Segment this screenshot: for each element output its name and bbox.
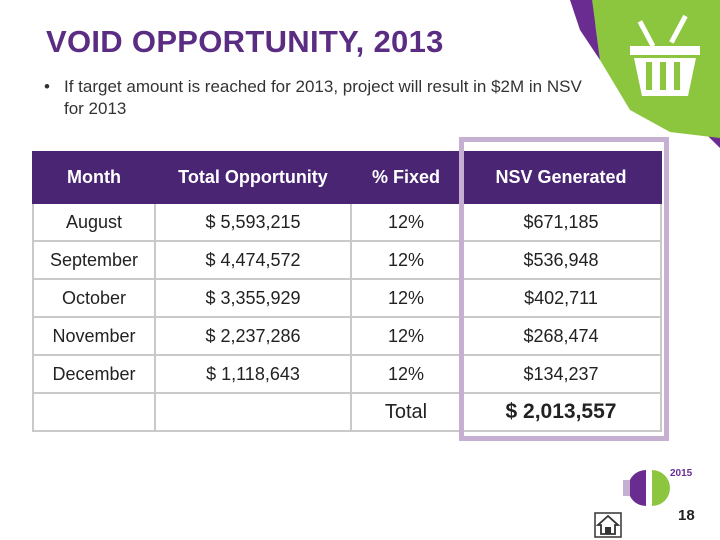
cell-total-opportunity: $ 4,474,572 (154, 240, 352, 280)
cell-total-opportunity: $ 5,593,215 (154, 202, 352, 242)
header-month: Month (32, 151, 156, 204)
cell-percent-fixed: 12% (350, 278, 462, 318)
bullet-text: If target amount is reached for 2013, pr… (64, 77, 582, 118)
home-icon[interactable] (594, 512, 622, 538)
table-total-row: Total $ 2,013,557 (32, 392, 662, 432)
total-label: Total (350, 392, 462, 432)
header-percent-fixed: % Fixed (350, 151, 462, 204)
header-nsv-generated: NSV Generated (460, 151, 662, 204)
cell-month: December (32, 354, 156, 394)
cell-total-opportunity: $ 2,237,286 (154, 316, 352, 356)
cell-total-opportunity: $ 3,355,929 (154, 278, 352, 318)
cell-nsv-generated: $536,948 (460, 240, 662, 280)
event-2015-logo: 2015 (623, 468, 693, 506)
table-row: November $ 2,237,286 12% $268,474 (32, 316, 662, 356)
cell-percent-fixed: 12% (350, 354, 462, 394)
cell-month: October (32, 278, 156, 318)
bullet-dot: • (44, 77, 50, 96)
page-number: 18 (678, 507, 695, 524)
cell-empty (154, 392, 352, 432)
cell-percent-fixed: 12% (350, 202, 462, 242)
table-row: December $ 1,118,643 12% $134,237 (32, 354, 662, 394)
logo-year: 2015 (670, 468, 693, 479)
cell-nsv-generated: $268,474 (460, 316, 662, 356)
cell-month: November (32, 316, 156, 356)
header-total-opportunity: Total Opportunity (154, 151, 352, 204)
slide-title: VOID OPPORTUNITY, 2013 (46, 24, 444, 59)
cell-total-opportunity: $ 1,118,643 (154, 354, 352, 394)
cell-nsv-generated: $134,237 (460, 354, 662, 394)
cell-nsv-generated: $402,711 (460, 278, 662, 318)
cell-nsv-generated: $671,185 (460, 202, 662, 242)
total-value: $ 2,013,557 (460, 392, 662, 432)
table-row: September $ 4,474,572 12% $536,948 (32, 240, 662, 280)
bullet-point: • If target amount is reached for 2013, … (44, 76, 584, 120)
opportunity-table: Month Total Opportunity % Fixed NSV Gene… (32, 151, 662, 432)
table-row: August $ 5,593,215 12% $671,185 (32, 202, 662, 242)
cell-percent-fixed: 12% (350, 240, 462, 280)
table-header-row: Month Total Opportunity % Fixed NSV Gene… (32, 151, 662, 204)
cell-percent-fixed: 12% (350, 316, 462, 356)
shopping-basket-icon (570, 0, 720, 148)
table-row: October $ 3,355,929 12% $402,711 (32, 278, 662, 318)
cell-empty (32, 392, 156, 432)
cell-month: September (32, 240, 156, 280)
cell-month: August (32, 202, 156, 242)
